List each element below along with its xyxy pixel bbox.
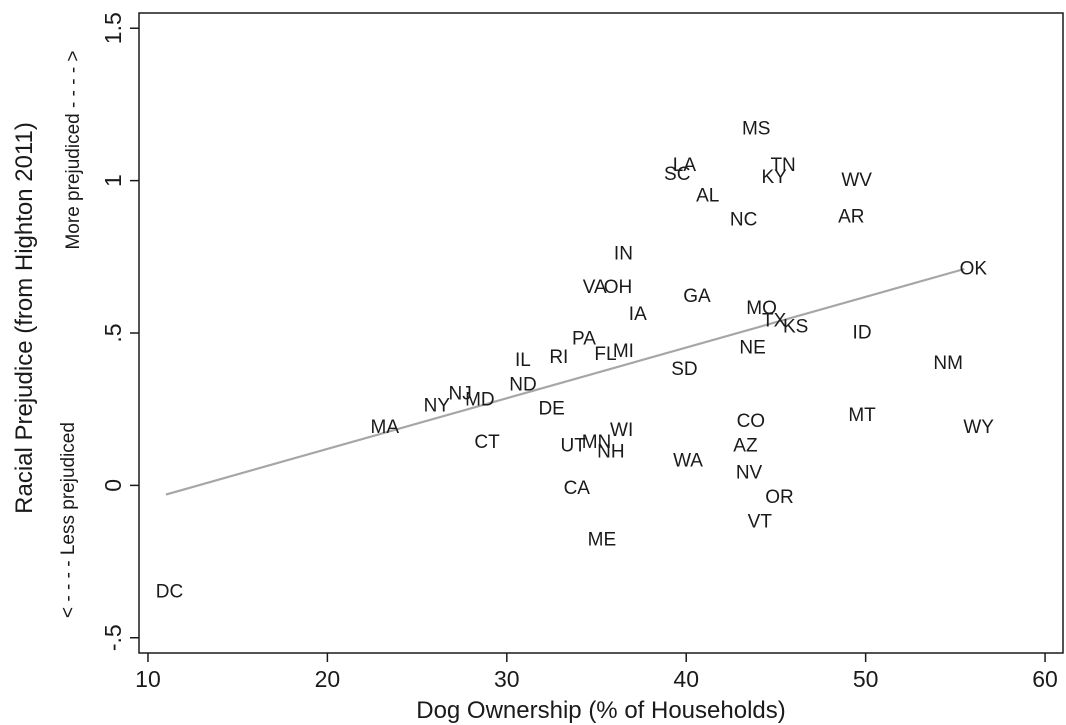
point-label-tx: TX [762,310,787,331]
point-label-mi: MI [613,341,634,362]
x-tick-label: 10 [135,666,161,692]
point-label-al: AL [696,185,719,206]
y-tick-label: .5 [100,323,126,342]
y-axis: -.5 0 .5 1 1.5 [100,12,139,651]
point-label-ia: IA [629,304,647,325]
y-tick-label: 0 [100,479,126,492]
x-tick-label: 60 [1032,666,1058,692]
point-label-la: LA [673,155,697,176]
point-label-ga: GA [683,286,711,307]
y-tick-label: 1.5 [100,12,126,44]
point-label-nc: NC [730,210,757,231]
point-label-fl: FL [594,344,616,365]
point-label-wv: WV [841,170,872,191]
point-label-vt: VT [748,511,773,532]
fit-line-group [165,267,965,496]
point-label-ma: MA [371,417,400,438]
point-label-ca: CA [564,478,591,499]
point-label-ne: NE [739,338,765,359]
point-label-ut: UT [561,435,587,456]
point-label-va: VA [583,277,607,298]
point-label-oh: OH [604,277,633,298]
point-label-mo: MO [746,298,777,319]
point-label-ky: KY [761,167,787,188]
point-label-id: ID [853,323,872,344]
x-axis: 10 20 30 40 50 60 [135,653,1058,692]
point-label-de: DE [538,399,564,420]
point-label-il: IL [515,350,531,371]
point-label-ct: CT [474,432,500,453]
point-label-pa: PA [572,329,596,350]
x-axis-title: Dog Ownership (% of Households) [416,697,786,724]
point-label-in: IN [614,243,633,264]
point-label-ok: OK [960,259,988,280]
point-label-ar: AR [838,207,864,228]
x-tick-label: 20 [315,666,341,692]
point-label-nh: NH [597,441,624,462]
x-tick-label: 50 [853,666,879,692]
y-annotation-high: More prejudiced - - - - > [63,50,84,249]
fit-line [165,267,965,496]
y-tick-label: 1 [100,174,126,187]
point-label-wa: WA [673,451,703,472]
point-label-nd: ND [509,374,536,395]
y-annotation-low: < - - - - Less prejudiced [58,422,79,618]
point-label-ny: NY [424,396,451,417]
x-tick-label: 40 [673,666,699,692]
point-label-dc: DC [156,582,183,603]
point-label-az: AZ [733,435,758,456]
point-label-sd: SD [671,359,697,380]
point-label-nj: NJ [449,383,472,404]
point-label-co: CO [737,411,766,432]
point-label-wy: WY [963,417,994,438]
point-label-nv: NV [736,463,763,484]
point-label-tn: TN [770,155,795,176]
point-label-mn: MN [582,432,612,453]
point-label-nm: NM [933,353,963,374]
point-label-or: OR [765,487,794,508]
point-label-sc: SC [664,164,690,185]
point-label-ms: MS [742,118,771,139]
point-label-wi: WI [610,420,633,441]
point-label-ri: RI [549,347,568,368]
plot-frame [138,12,1064,654]
y-tick-label: -.5 [100,624,126,651]
x-tick-label: 30 [494,666,520,692]
y-axis-title: Racial Prejudice (from Highton 2011) [11,122,38,514]
point-label-mt: MT [848,405,876,426]
point-label-md: MD [465,390,495,411]
point-label-me: ME [588,530,617,551]
point-label-ks: KS [783,316,808,337]
